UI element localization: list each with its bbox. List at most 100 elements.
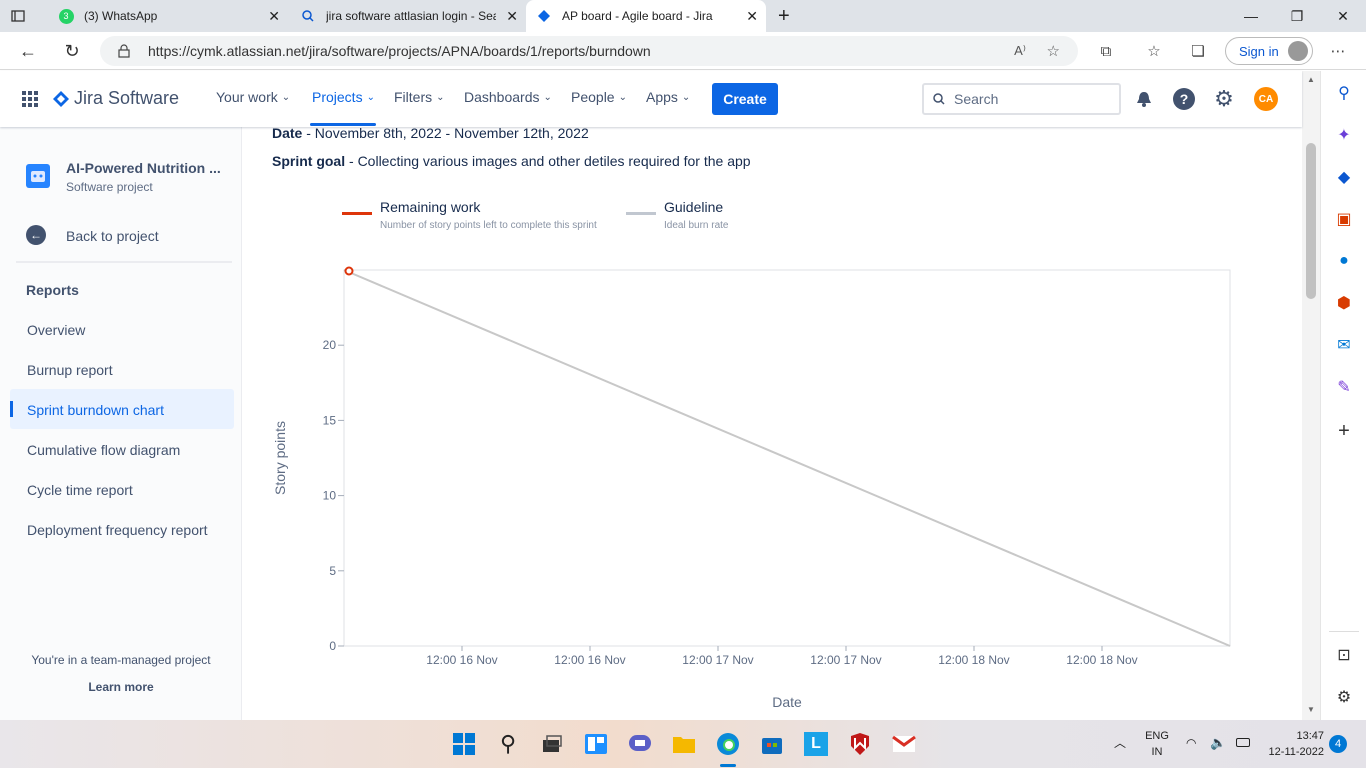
mcafee-icon[interactable]: [846, 730, 874, 758]
volume-icon[interactable]: 🔈: [1210, 735, 1227, 750]
learn-more-link[interactable]: Learn more: [88, 680, 154, 694]
clock-time[interactable]: 13:47: [1296, 730, 1324, 742]
nav-your-work[interactable]: Your work ⌄: [216, 89, 291, 105]
series-point-remaining-work[interactable]: [344, 266, 354, 276]
active-item-highlight: [10, 389, 234, 429]
nav-people[interactable]: People ⌄: [571, 89, 627, 105]
store-icon[interactable]: [758, 730, 786, 758]
sprint-goal: Sprint goal - Collecting various images …: [272, 153, 751, 169]
clock-date[interactable]: 12-11-2022: [1268, 746, 1324, 758]
chevron-up-icon[interactable]: ︿: [1114, 736, 1127, 750]
settings-gear-icon[interactable]: ⚙: [1214, 86, 1234, 111]
tab-actions-button[interactable]: [0, 0, 44, 32]
app-switcher-icon[interactable]: [22, 91, 38, 107]
y-tick-label: 20: [323, 338, 337, 352]
nav-projects[interactable]: Projects ⌄: [312, 89, 375, 105]
sidebar-toggle-icon[interactable]: ⊡: [1337, 647, 1351, 664]
series-line-guideline: [343, 269, 1231, 647]
notification-badge[interactable]: 4: [1329, 735, 1347, 753]
task-view-icon[interactable]: [538, 730, 566, 758]
gmail-icon[interactable]: [890, 730, 918, 758]
scroll-thumb[interactable]: [1306, 143, 1316, 299]
l-app-icon[interactable]: L: [802, 730, 830, 758]
region-indicator[interactable]: IN: [1151, 746, 1163, 758]
address-bar: ← ↻ https://cymk.atlassian.net/jira/soft…: [0, 32, 1366, 70]
battery-icon[interactable]: [1236, 738, 1250, 747]
create-button[interactable]: Create: [712, 83, 778, 115]
back-button[interactable]: ←: [14, 38, 42, 64]
scroll-up-icon[interactable]: ▲: [1307, 75, 1315, 84]
x-tick-label: 12:00 17 Nov: [682, 653, 753, 667]
close-tab-icon[interactable]: ✕: [746, 7, 758, 24]
sidebar-item-deployment-frequency[interactable]: Deployment frequency report: [27, 522, 208, 538]
windows-start-icon[interactable]: [450, 730, 478, 758]
games-icon[interactable]: ●: [1339, 252, 1349, 269]
office-icon[interactable]: ⬢: [1337, 295, 1351, 312]
collections-icon[interactable]: ❏: [1191, 43, 1205, 60]
tab-whatsapp[interactable]: 3 (3) WhatsApp ✕: [48, 0, 288, 32]
nav-dashboards[interactable]: Dashboards ⌄: [464, 89, 552, 105]
sidebar-item-overview[interactable]: Overview: [27, 322, 86, 338]
goal-label: Sprint goal: [272, 153, 346, 169]
x-tick-label: 12:00 18 Nov: [938, 653, 1009, 667]
whatsapp-icon: 3: [58, 8, 74, 24]
tab-jira[interactable]: AP board - Agile board - Jira ✕: [526, 0, 766, 32]
tab-search[interactable]: jira software attlasian login - Sea ✕: [290, 0, 526, 32]
close-window-button[interactable]: ✕: [1337, 7, 1349, 24]
sidebar-item-sprint-burndown-chart[interactable]: Sprint burndown chart: [27, 402, 164, 418]
language-indicator[interactable]: ENG: [1145, 730, 1169, 742]
sidebar-item-burnup-report[interactable]: Burnup report: [27, 362, 113, 378]
teams-chat-icon[interactable]: [626, 730, 654, 758]
notifications-icon[interactable]: [1132, 87, 1156, 111]
file-explorer-icon[interactable]: [670, 730, 698, 758]
outlook-icon[interactable]: ✉: [1337, 337, 1351, 354]
read-aloud-icon[interactable]: A⁾: [1014, 43, 1026, 58]
settings-gear-icon[interactable]: ⚙: [1336, 689, 1352, 706]
extensions-icon[interactable]: ⧉: [1100, 42, 1112, 60]
sidebar-item-cumulative-flow[interactable]: Cumulative flow diagram: [27, 442, 181, 458]
url-field[interactable]: https://cymk.atlassian.net/jira/software…: [100, 36, 1078, 66]
wifi-icon[interactable]: ◠: [1186, 736, 1197, 750]
maximize-button[interactable]: ❐: [1290, 7, 1304, 24]
back-arrow-icon[interactable]: ←: [26, 225, 46, 245]
sign-in-button[interactable]: Sign in: [1225, 37, 1313, 65]
nav-filters[interactable]: Filters ⌄: [394, 89, 445, 105]
legend-guideline-desc: Ideal burn rate: [664, 220, 729, 231]
search-icon[interactable]: ⚲: [499, 731, 517, 756]
page-scrollbar[interactable]: ▲ ▼: [1302, 71, 1320, 720]
sidebar-item-cycle-time[interactable]: Cycle time report: [27, 482, 133, 498]
project-name[interactable]: AI-Powered Nutrition ...: [66, 160, 221, 176]
tools-icon[interactable]: ▣: [1336, 211, 1352, 228]
copilot-icon[interactable]: ✦: [1337, 127, 1351, 144]
search-input[interactable]: Search: [922, 83, 1121, 115]
minimize-button[interactable]: —: [1244, 8, 1258, 24]
report-content: Date - November 8th, 2022 - November 12t…: [242, 127, 1302, 720]
close-tab-icon[interactable]: ✕: [268, 7, 280, 24]
nav-apps[interactable]: Apps ⌄: [646, 89, 691, 105]
url-text: https://cymk.atlassian.net/jira/software…: [148, 43, 651, 59]
jira-logo[interactable]: Jira Software: [52, 88, 179, 109]
widgets-icon[interactable]: [582, 730, 610, 758]
help-icon[interactable]: ?: [1172, 87, 1196, 111]
project-type: Software project: [66, 180, 153, 194]
edge-browser-icon[interactable]: [714, 730, 742, 758]
new-tab-button[interactable]: +: [768, 0, 798, 32]
close-tab-icon[interactable]: ✕: [506, 7, 518, 24]
search-icon[interactable]: ⚲: [1338, 85, 1350, 102]
burndown-chart: 0 5 10 15 20 12:00 16 Nov 12:00 16 Nov 12:00 1…: [272, 266, 1231, 710]
avatar[interactable]: CA: [1254, 87, 1278, 111]
y-axis-label: Story points: [272, 421, 288, 495]
shopping-tag-icon[interactable]: ◆: [1337, 169, 1351, 186]
designer-icon[interactable]: ✎: [1337, 379, 1351, 396]
more-menu-icon[interactable]: ⋯: [1330, 43, 1346, 60]
favorites-icon[interactable]: ☆: [1147, 43, 1161, 60]
favorite-star-icon[interactable]: ☆: [1046, 43, 1060, 60]
arrow-left-icon: ←: [19, 40, 37, 61]
chevron-down-icon: ⌄: [543, 91, 552, 103]
x-tick-label: 12:00 16 Nov: [554, 653, 625, 667]
reload-button[interactable]: ↻: [58, 38, 86, 64]
scroll-down-icon[interactable]: ▼: [1307, 705, 1315, 714]
back-to-project-link[interactable]: Back to project: [66, 228, 159, 244]
add-icon[interactable]: +: [1338, 419, 1350, 442]
project-sidebar: AI-Powered Nutrition ... Software projec…: [0, 127, 242, 720]
